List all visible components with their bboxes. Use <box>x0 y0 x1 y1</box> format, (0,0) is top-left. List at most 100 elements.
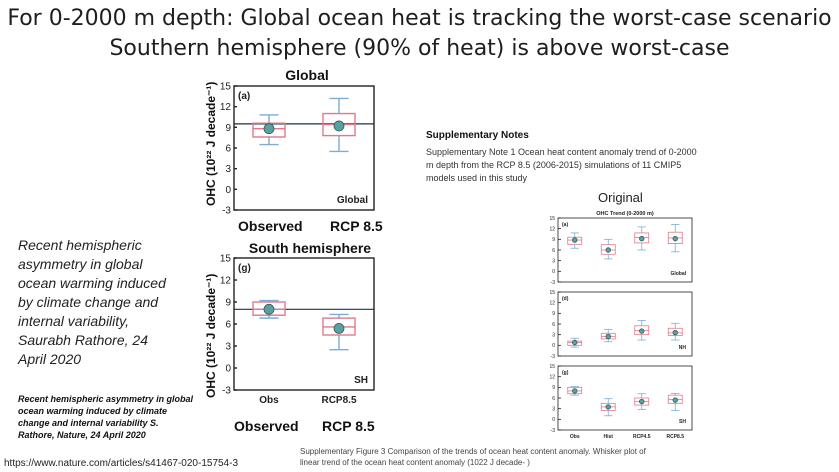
global-x-label-rcp85: RCP 8.5 <box>330 218 383 234</box>
y-tick-label: -3 <box>551 280 556 286</box>
plot-frame <box>557 365 693 431</box>
y-tick-label: -3 <box>551 428 556 434</box>
main-title-line1: For 0-2000 m depth: Global ocean heat is… <box>7 6 832 31</box>
mean-marker <box>263 123 275 135</box>
y-tick-label: 15 <box>549 216 555 222</box>
mean-marker <box>639 398 645 405</box>
sh-plot-title: South hemisphere <box>248 240 372 256</box>
y-tick-label: 6 <box>552 396 555 402</box>
supplementary-line: m depth from the RCP 8.5 (2006-2015) sim… <box>426 160 682 170</box>
plot-frame <box>233 85 375 211</box>
sh-box-plot: -3 0 3 6 9 12 15 Obs RCP8.5 (g) SH <box>220 254 375 406</box>
y-tick-label: 0 <box>225 364 231 375</box>
panel-label: (a) <box>238 91 250 102</box>
y-tick-label: 3 <box>225 342 231 353</box>
y-tick-label: 3 <box>552 332 555 338</box>
y-tick-label: 6 <box>225 144 231 155</box>
region-label: SH <box>354 375 368 386</box>
y-tick-label: -3 <box>551 354 556 360</box>
mean-marker <box>639 328 645 334</box>
x-tick-label: RCP8.5 <box>666 434 684 440</box>
y-tick-label: 15 <box>549 364 555 370</box>
x-tick-label: Obs <box>570 434 580 440</box>
original-figure: OHC Trend (0-2000 m) -3 0 3 6 9 12 15 (a) Global -… <box>549 211 693 440</box>
citation-line: internal variability, <box>18 313 130 329</box>
small-citation-line: Recent hemispheric asymmetry in global <box>18 394 194 404</box>
box-iqr <box>567 236 583 245</box>
y-tick-label: 6 <box>552 248 555 254</box>
citation-line: ocean warming induced <box>18 275 166 291</box>
y-tick-label: 6 <box>225 320 231 331</box>
mean-marker <box>672 329 678 336</box>
caption-line: Supplementary Figure 3 Comparison of the… <box>300 447 646 456</box>
plot-frame <box>233 257 375 391</box>
y-tick-label: 12 <box>220 276 232 287</box>
supplementary-heading: Supplementary Notes <box>426 130 529 141</box>
panel-label: (d) <box>562 296 569 302</box>
y-tick-label: 0 <box>552 269 555 275</box>
y-tick-label: 6 <box>552 322 555 328</box>
small-citation-block: Recent hemispheric asymmetry in global o… <box>18 393 218 441</box>
plot-frame <box>557 291 693 357</box>
y-tick-label: 12 <box>549 374 555 380</box>
x-tick-label: Hist <box>604 434 614 440</box>
panel-label: (a) <box>562 222 568 228</box>
y-tick-label: 12 <box>549 300 555 306</box>
y-tick-label: 9 <box>552 385 555 391</box>
y-tick-label: 3 <box>225 164 231 175</box>
box-iqr <box>600 244 616 255</box>
y-tick-label: 9 <box>225 123 231 134</box>
mean-marker <box>672 235 678 242</box>
mean-marker <box>333 120 345 132</box>
mean-marker <box>572 388 578 394</box>
citation-block: Recent hemispheric asymmetry in global o… <box>18 236 218 369</box>
supplementary-caption: Supplementary Figure 3 Comparison of the… <box>300 446 700 468</box>
y-tick-label: 0 <box>225 185 231 196</box>
mean-marker <box>572 339 578 346</box>
sh-outer-label-rcp85: RCP 8.5 <box>322 418 375 434</box>
small-citation-line: Rathore, Nature, 24 April 2020 <box>18 430 146 440</box>
global-box-plot: -3 0 3 6 9 12 15 (a) Global <box>220 82 375 214</box>
x-tick-label: RCP8.5 <box>321 395 356 406</box>
y-tick-label: 9 <box>225 298 231 309</box>
citation-line: asymmetry in global <box>18 256 143 272</box>
y-tick-label: 3 <box>552 258 555 264</box>
citation-line: Recent hemispheric <box>18 237 142 253</box>
supplementary-line: models used in this study <box>426 173 528 183</box>
supplementary-line: Supplementary Note 1 Ocean heat content … <box>426 147 697 157</box>
global-plot-title: Global <box>285 67 329 83</box>
y-tick-label: 0 <box>552 343 555 349</box>
mean-marker <box>639 235 645 242</box>
mean-marker <box>605 404 611 410</box>
small-citation-line: ocean warming induced by climate <box>18 406 168 416</box>
region-label: SH <box>679 419 686 425</box>
panel-label: (g) <box>562 370 569 376</box>
y-tick-label: 12 <box>220 102 232 113</box>
mean-marker <box>605 247 611 253</box>
global-x-label-observed: Observed <box>238 218 303 234</box>
y-tick-label: 3 <box>552 406 555 412</box>
panel-label: (g) <box>238 263 251 274</box>
small-citation-line: change and internal variability S. <box>18 418 159 428</box>
caption-line: linear trend of the ocean heat content a… <box>300 458 530 467</box>
box-iqr <box>667 327 683 336</box>
box-iqr <box>252 301 286 316</box>
mean-marker <box>572 237 578 243</box>
y-tick-label: 9 <box>552 237 555 243</box>
original-label: Original <box>598 190 643 205</box>
citation-line: by climate change and <box>18 294 159 310</box>
main-title-line2: Southern hemisphere (90% of heat) is abo… <box>109 36 730 61</box>
y-tick-label: 12 <box>549 226 555 232</box>
y-tick-label: 15 <box>220 254 232 265</box>
mean-marker <box>263 303 275 315</box>
mean-marker <box>333 323 345 334</box>
supplementary-text: Supplementary Note 1 Ocean heat content … <box>426 146 726 185</box>
region-label: Global <box>670 271 686 277</box>
y-tick-label: 15 <box>220 82 232 93</box>
sh-outer-label-observed: Observed <box>234 418 299 434</box>
y-tick-label: 0 <box>552 417 555 423</box>
source-url[interactable]: https://www.nature.com/articles/s41467-0… <box>4 458 239 469</box>
box-iqr <box>252 122 286 138</box>
y-tick-label: 15 <box>549 290 555 296</box>
x-tick-label: Obs <box>259 395 279 406</box>
